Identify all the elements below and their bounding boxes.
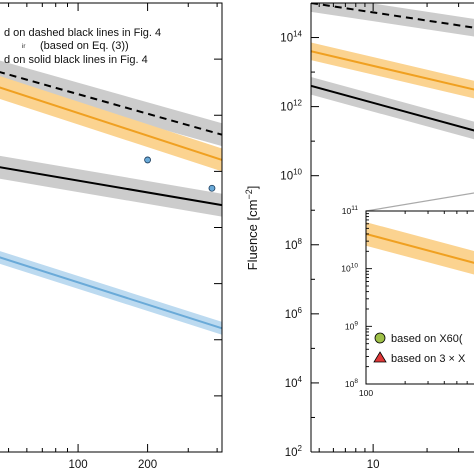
left-series-line-0 <box>0 71 223 136</box>
inset-y-tick-label-0: 108 <box>345 378 358 389</box>
inset-legend: based on X60( based on 3 × X <box>373 332 466 365</box>
left-legend: d on dashed black lines in Fig. 4 (based… <box>4 27 161 66</box>
left-series-line-2 <box>0 166 223 207</box>
right-series-line-2 <box>311 84 474 132</box>
right-axis-ticks: 102 104 106 108 1010 1012 1014 10 <box>280 2 460 471</box>
left-series-line-3 <box>0 256 223 330</box>
right-x-tick-label-0: 10 <box>367 459 380 471</box>
inset-legend-triangle-marker <box>373 351 387 363</box>
inset-axis-ticks: 108 109 1010 1011 100 <box>341 205 468 398</box>
right-y-tick-label-1: 104 <box>285 375 303 390</box>
right-y-tick-label-3: 108 <box>285 237 303 252</box>
left-x-tick-label-0: 100 <box>68 459 87 471</box>
right-y-tick-label-6: 1014 <box>280 30 302 45</box>
right-panel: 102 104 106 108 1010 1012 1014 10 Fluence [cm−2… <box>244 2 474 471</box>
right-y-tick-label-5: 1012 <box>280 99 302 114</box>
y-axis-label: Fluence [cm−2] <box>244 186 260 271</box>
inset-x-tick-label-0: 100 <box>359 388 373 398</box>
right-band-0 <box>311 3 474 37</box>
inset-frame <box>365 210 474 385</box>
inset-plot: 108 109 1010 1011 100 based on X60( based on… <box>341 205 474 398</box>
left-data-point-1 <box>208 184 216 192</box>
inset-zoom-connector <box>365 192 474 212</box>
left-panel: 100 200 d on dashed black lines in Fig. 4… <box>0 2 223 471</box>
inset-legend-entry-2: based on 3 × X <box>391 353 466 365</box>
left-x-tick-label-1: 200 <box>138 459 157 471</box>
inset-legend-entry-1: based on X60( <box>391 333 463 345</box>
left-data-point-0 <box>144 156 151 164</box>
inset-y-tick-label-2: 1010 <box>341 263 358 274</box>
right-series-line-0 <box>311 3 474 29</box>
right-y-tick-label-2: 106 <box>285 306 303 321</box>
legend-entry-2-prefix: ir <box>22 44 25 50</box>
inset-legend-circle-marker <box>374 332 386 344</box>
left-data-points <box>144 156 216 192</box>
right-series-lines <box>311 3 474 132</box>
legend-entry-3: d on solid black lines in Fig. 4 <box>4 54 148 66</box>
legend-entry-2: (based on Eq. (3)) <box>40 40 129 52</box>
inset-series-lines <box>366 232 474 264</box>
left-series-line-1 <box>0 86 223 161</box>
inset-series-line-0 <box>366 232 474 264</box>
left-axis-ticks: 100 200 <box>8 2 222 471</box>
right-y-tick-label-4: 1010 <box>280 168 302 183</box>
inset-y-tick-label-1: 109 <box>345 320 358 331</box>
left-band-0 <box>0 60 222 147</box>
left-series-lines <box>0 71 223 330</box>
right-y-tick-label-0: 102 <box>285 444 303 459</box>
right-series-line-1 <box>311 50 474 91</box>
inset-y-tick-label-3: 1011 <box>342 205 359 216</box>
legend-entry-1: d on dashed black lines in Fig. 4 <box>4 27 161 39</box>
